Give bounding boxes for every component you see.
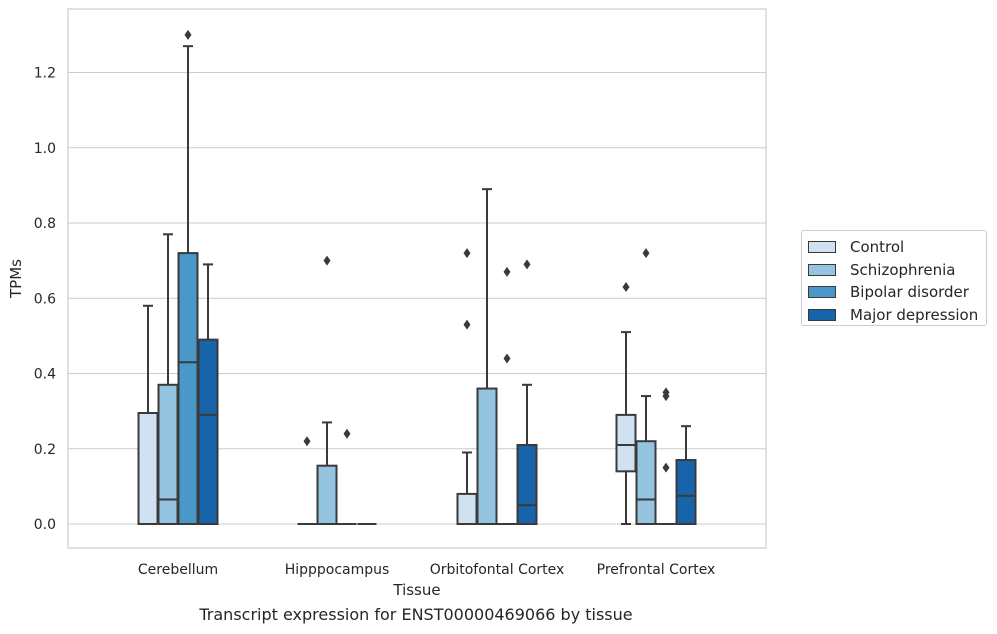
box-major-depression [516, 259, 538, 525]
x-axis-ticks: Cerebellum Hipppocampus Orbitofontal Corte… [138, 562, 715, 578]
boxes [137, 29, 697, 526]
plot-area [67, 8, 767, 549]
box-major-depression [675, 425, 697, 526]
legend-swatch-bipolar-disorder [808, 286, 836, 299]
y-axis-ticks: 0.0 0.2 0.4 0.6 0.8 1.0 1.2 [34, 66, 56, 534]
outlier-point [503, 353, 511, 364]
outlier-point [463, 248, 471, 259]
x-tick-label: Hipppocampus [285, 562, 390, 578]
y-tick-label: 0.4 [34, 367, 56, 383]
y-tick-label: 1.2 [34, 66, 56, 82]
legend-item-schizophrenia: Schizophrenia [808, 259, 980, 282]
y-tick-label: 0.0 [34, 517, 56, 533]
x-tick-label: Cerebellum [138, 562, 218, 578]
legend-label-control: Control [850, 238, 905, 257]
box-body [675, 459, 697, 526]
chart-caption: Transcript expression for ENST0000046906… [199, 605, 633, 624]
box-bipolar-disorder [337, 428, 357, 525]
legend-swatch-control [808, 241, 836, 254]
box-schizophrenia [476, 188, 498, 525]
outlier-point [662, 387, 670, 398]
box-body [137, 412, 159, 526]
legend-swatch-major-depression [808, 308, 836, 321]
box-body [615, 413, 637, 473]
legend-label-major-depression: Major depression [850, 305, 979, 324]
outlier-point [184, 29, 192, 40]
box-body [516, 443, 538, 525]
legend: Control Schizophrenia Bipolar disorder M… [801, 230, 987, 326]
outlier-point [503, 266, 511, 277]
outlier-point [343, 428, 351, 439]
outlier-point [662, 462, 670, 473]
y-tick-label: 0.8 [34, 216, 56, 232]
legend-item-bipolar-disorder: Bipolar disorder [808, 281, 980, 304]
box-control [137, 304, 159, 526]
box-body [157, 383, 179, 525]
outlier-point [642, 248, 650, 259]
legend-item-major-depression: Major depression [808, 304, 980, 327]
box-bipolar-disorder [656, 387, 676, 525]
y-axis-label: TPMs [7, 259, 25, 299]
x-axis-label: Tissue [392, 581, 440, 599]
box-control [297, 436, 317, 525]
box-body [197, 338, 219, 526]
legend-label-bipolar-disorder: Bipolar disorder [850, 283, 969, 302]
y-tick-label: 0.2 [34, 442, 56, 458]
box-body [316, 464, 338, 525]
legend-swatch-schizophrenia [808, 263, 836, 276]
outlier-point [523, 259, 531, 270]
outlier-point [463, 319, 471, 330]
box-control [615, 281, 637, 525]
legend-item-control: Control [808, 236, 980, 259]
box-bipolar-disorder [497, 266, 517, 525]
box-schizophrenia [157, 233, 179, 525]
x-tick-label: Prefrontal Cortex [597, 562, 716, 578]
box-body [635, 440, 657, 526]
outlier-point [622, 281, 630, 292]
x-tick-label: Orbitofontal Cortex [430, 562, 565, 578]
box-bipolar-disorder [177, 29, 199, 525]
y-tick-label: 1.0 [34, 141, 56, 157]
outlier-point [323, 255, 331, 266]
box-schizophrenia [316, 255, 338, 525]
box-major-depression [197, 263, 219, 526]
legend-label-schizophrenia: Schizophrenia [850, 260, 956, 279]
box-schizophrenia [635, 248, 657, 526]
box-body [476, 387, 498, 525]
outlier-point [303, 436, 311, 447]
box-body [177, 252, 199, 525]
box-control [456, 248, 478, 525]
y-tick-label: 0.6 [34, 291, 56, 307]
box-body [456, 492, 478, 525]
